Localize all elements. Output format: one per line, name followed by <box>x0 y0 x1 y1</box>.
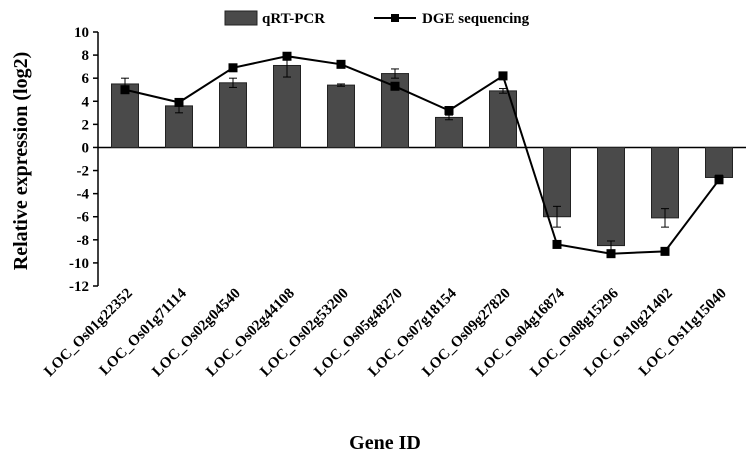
bar <box>219 82 247 148</box>
y-tick-label: 0 <box>82 140 90 156</box>
bar <box>273 64 301 148</box>
x-axis-title: Gene ID <box>349 432 421 454</box>
line-point <box>714 175 724 185</box>
bar <box>111 83 139 148</box>
y-tick-label: -4 <box>77 187 90 203</box>
bar <box>489 90 517 148</box>
series-line <box>124 55 720 255</box>
line-point <box>228 63 238 73</box>
y-axis-title: Relative expression (log2) <box>10 52 32 271</box>
y-tick-label: -10 <box>69 256 89 272</box>
legend-label-bar: qRT-PCR <box>262 11 325 27</box>
line-point <box>120 85 130 95</box>
line-point <box>282 51 292 61</box>
legend: qRT-PCR DGE sequencing <box>224 10 530 27</box>
plot-area: -12-10-8-6-4-20246810LOC_Os01g22352LOC_O… <box>41 25 746 380</box>
y-tick-label: 8 <box>82 48 90 64</box>
legend-swatch-bar <box>224 10 258 26</box>
y-tick-label: 4 <box>82 94 90 110</box>
legend-swatch-marker <box>391 14 399 22</box>
y-tick-label: 6 <box>82 71 90 87</box>
bar <box>651 146 679 219</box>
line-point <box>606 249 616 259</box>
line-point <box>444 106 454 116</box>
y-tick-label: 10 <box>74 25 89 41</box>
bar <box>597 146 625 247</box>
y-tick-label: -6 <box>77 210 90 226</box>
bar <box>327 84 355 148</box>
legend-label-line: DGE sequencing <box>422 11 530 27</box>
line-point <box>552 239 562 249</box>
line-point <box>660 246 670 256</box>
line-point <box>498 71 508 81</box>
y-tick-label: 2 <box>82 117 90 133</box>
x-tick-label: LOC_Os01g22352 <box>41 286 135 380</box>
bar <box>705 146 733 178</box>
y-tick-label: -8 <box>77 233 90 249</box>
line-point <box>336 59 346 69</box>
line-point <box>174 97 184 107</box>
y-tick-label: -12 <box>69 279 89 295</box>
y-tick-label: -2 <box>77 164 90 180</box>
line-point <box>390 81 400 91</box>
bar <box>435 116 463 148</box>
